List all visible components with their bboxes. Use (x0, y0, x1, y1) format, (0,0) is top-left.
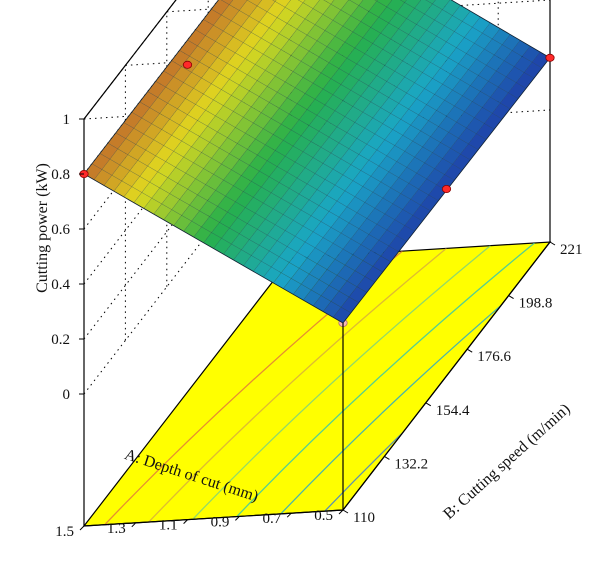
y-tick-label-0: 110 (353, 510, 375, 526)
front-frame (83, 110, 551, 527)
y-tickmark-1 (384, 455, 390, 460)
z-tick-label-4: 0.8 (51, 167, 70, 183)
surface-cell (323, 0, 335, 5)
surface-cell (349, 0, 364, 6)
y-tickmark-5 (549, 241, 556, 246)
surface-cell (386, 0, 405, 13)
surface-cell (246, 0, 263, 7)
z-tick-label-3: 0.6 (51, 222, 70, 238)
y-axis-title: B: Cutting speed (m/min) (440, 400, 573, 522)
surface-cell (221, 0, 234, 5)
surface-cell (340, 0, 360, 16)
z-gridline-left-1 (83, 70, 292, 340)
surface-cell (284, 0, 304, 14)
surface-cell (358, 0, 377, 12)
surface-cell (312, 0, 332, 15)
surface-cell (229, 0, 248, 11)
y-tick-label-5: 221 (560, 242, 583, 258)
x-tick-label-0: 0.5 (314, 508, 333, 524)
z-gridline-left-2 (83, 15, 292, 285)
x-tickmark-4 (131, 522, 137, 528)
x-tick-label-3: 1.1 (159, 518, 178, 534)
x-tick-label-4: 1.3 (107, 521, 126, 537)
design-point-8 (545, 53, 555, 62)
surface-cell (404, 0, 422, 9)
x-tick-label-1: 0.7 (262, 511, 281, 527)
z-tick-label-1: 0.2 (51, 332, 70, 348)
contour-line-1 (148, 247, 447, 523)
top-back-left-edge (83, 0, 177, 120)
z-tick-label-0: 0 (63, 387, 71, 403)
x-tickmark-2 (235, 516, 240, 521)
y-tick-label-4: 198.8 (519, 296, 553, 312)
x-tickmark-3 (183, 519, 188, 524)
surface-cell (432, 0, 451, 10)
y-tick-label-1: 132.2 (394, 456, 428, 472)
x-tickmark-0 (338, 509, 344, 515)
design-point-3 (182, 60, 193, 69)
floor-front-right-edge (342, 241, 551, 511)
surface-cell (272, 0, 277, 2)
surface-cell (330, 0, 349, 11)
surface-cell (274, 0, 291, 8)
response-surface (83, 0, 551, 324)
surface-cell (414, 0, 433, 15)
surface-cell (374, 0, 378, 2)
surface-cell (297, 0, 306, 3)
contour-line-3 (236, 242, 535, 518)
x-tick-label-2: 0.9 (211, 514, 230, 530)
x-tickmark-5 (79, 525, 85, 531)
z-tick-label-2: 0.4 (51, 277, 70, 293)
axis-ticks: 0 0.2 0.4 0.6 0.8 1 0.5 0.7 0.9 1.1 1.3 1.5 110 132.2… (51, 112, 582, 540)
z-axis-title: Cutting power (kW) (34, 163, 51, 293)
contour-line-2 (192, 245, 491, 520)
surface-cell (376, 0, 393, 8)
z-tick-label-5: 1 (63, 112, 71, 128)
surface-cell (256, 0, 276, 12)
design-point-7 (441, 184, 452, 193)
y-tickmark-0 (342, 509, 349, 514)
y-tickmark-4 (508, 295, 514, 300)
x-tickmark-1 (286, 512, 292, 518)
surface-outline (83, 0, 551, 324)
surface-cell (425, 0, 436, 5)
floor-front-left-edge (83, 509, 344, 527)
x-tick-label-5: 1.5 (55, 524, 74, 540)
y-tickmark-2 (425, 402, 432, 407)
surface-cell (400, 0, 407, 3)
y-tickmark-3 (466, 348, 473, 353)
z-gridline-left-0 (83, 125, 292, 395)
y-tick-label-3: 176.6 (477, 349, 511, 365)
surface-cell (442, 0, 461, 16)
y-tick-label-2: 154.4 (436, 403, 470, 419)
surface-cell (302, 0, 320, 9)
